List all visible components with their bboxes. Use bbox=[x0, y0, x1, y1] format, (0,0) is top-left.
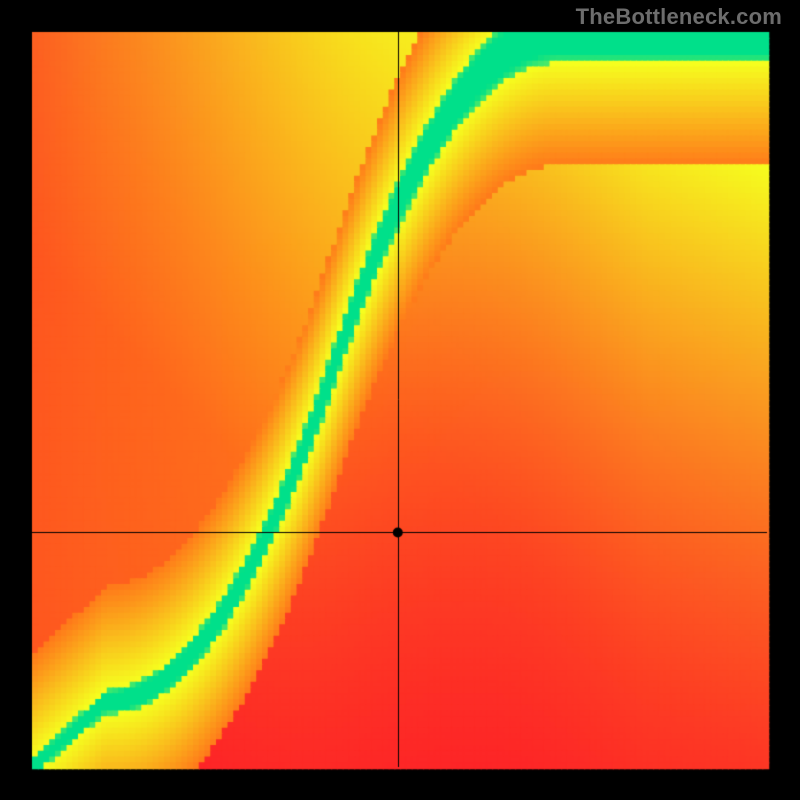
bottleneck-heatmap bbox=[0, 0, 800, 800]
watermark-text: TheBottleneck.com bbox=[576, 4, 782, 30]
